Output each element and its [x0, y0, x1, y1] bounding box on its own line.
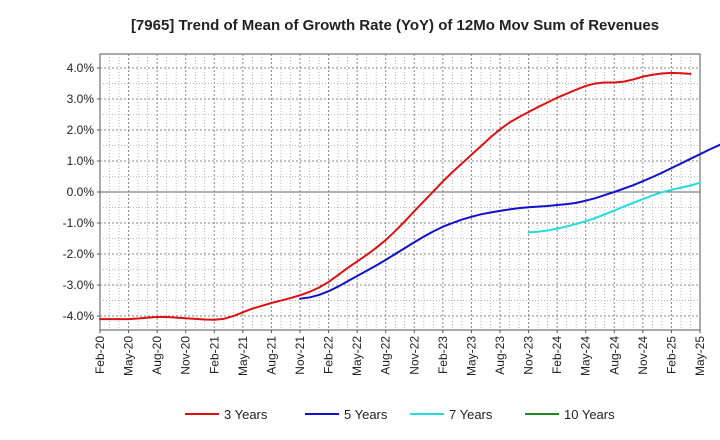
y-tick-label: 0.0%	[67, 185, 95, 199]
series-layer	[99, 71, 720, 321]
x-tick-label: May-20	[122, 336, 136, 376]
legend-label: 3 Years	[224, 407, 268, 422]
x-tick-label: May-22	[350, 336, 364, 376]
x-tick-label: Feb-21	[207, 336, 221, 374]
y-tick-label: -1.0%	[63, 216, 95, 230]
legend-label: 10 Years	[564, 407, 615, 422]
series-line-3-years	[99, 71, 692, 321]
x-tick-label: Aug-22	[379, 336, 393, 375]
legend-label: 5 Years	[344, 407, 388, 422]
x-tick-label: Nov-24	[636, 336, 650, 375]
legend-label: 7 Years	[449, 407, 493, 422]
x-tick-label: May-24	[579, 336, 593, 376]
x-tick-label: Aug-21	[264, 336, 278, 375]
chart-title: [7965] Trend of Mean of Growth Rate (YoY…	[131, 17, 659, 34]
y-tick-label: 3.0%	[67, 92, 95, 106]
x-axis: Feb-20 May-20 Aug-20 Nov-20 Feb-21 May-21 Aug-…	[93, 330, 707, 376]
y-tick-label: 4.0%	[67, 61, 95, 75]
x-tick-label: Feb-20	[93, 336, 107, 374]
legend: 3 Years 5 Years 7 Years 10 Years	[185, 407, 615, 422]
series-line-5-years	[299, 143, 720, 300]
x-tick-label: May-21	[236, 336, 250, 376]
x-tick-label: Nov-22	[407, 336, 421, 375]
x-tick-label: Feb-22	[322, 336, 336, 374]
y-tick-label: 2.0%	[67, 123, 95, 137]
x-tick-label: Nov-21	[293, 336, 307, 375]
y-axis: -4.0% -3.0% -2.0% -1.0% 0.0% 1.0% 2.0% 3.0% 4.0%	[63, 61, 100, 323]
series-line-7-years	[527, 181, 701, 234]
x-tick-label: Nov-23	[522, 336, 536, 375]
x-tick-label: Feb-24	[550, 336, 564, 374]
x-tick-label: May-25	[693, 336, 707, 376]
x-tick-label: Feb-25	[664, 336, 678, 374]
x-tick-label: Nov-20	[179, 336, 193, 375]
y-tick-label: 1.0%	[67, 154, 95, 168]
gridlines	[100, 54, 700, 330]
y-tick-label: -2.0%	[63, 247, 95, 261]
x-tick-label: Aug-20	[150, 336, 164, 375]
x-tick-label: Aug-23	[493, 336, 507, 375]
x-tick-label: May-23	[464, 336, 478, 376]
y-tick-label: -4.0%	[63, 309, 95, 323]
x-tick-label: Aug-24	[607, 336, 621, 375]
y-tick-label: -3.0%	[63, 278, 95, 292]
x-tick-label: Feb-23	[436, 336, 450, 374]
